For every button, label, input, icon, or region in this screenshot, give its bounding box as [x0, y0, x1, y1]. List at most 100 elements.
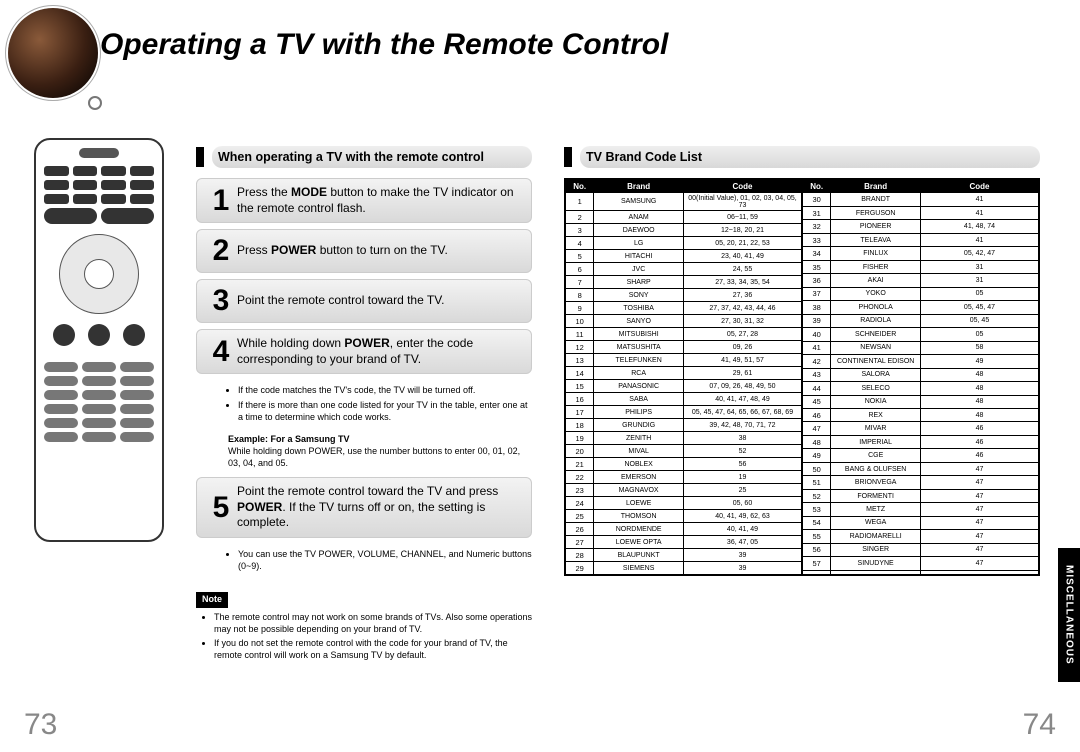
decorative-sphere — [8, 8, 98, 98]
table-row: 47MIVAR46 — [803, 422, 1039, 435]
table-row: 56SINGER47 — [803, 543, 1039, 556]
table-row: 27LOEWE OPTA36, 47, 05 — [566, 536, 802, 549]
table-row: 55RADIOMARELLI47 — [803, 530, 1039, 543]
table-row: 42CONTINENTAL EDISON49 — [803, 355, 1039, 368]
note-label: Note — [196, 592, 228, 608]
step-text: Press the MODE button to make the TV ind… — [237, 185, 523, 216]
table-row: 17PHILIPS05, 45, 47, 64, 65, 66, 67, 68,… — [566, 406, 802, 419]
table-row — [803, 570, 1039, 574]
step-number: 2 — [205, 236, 237, 266]
table-row: 15PANASONIC07, 09, 26, 48, 49, 50 — [566, 380, 802, 393]
note-item: The remote control may not work on some … — [214, 612, 532, 635]
table-row: 13TELEFUNKEN41, 49, 51, 57 — [566, 354, 802, 367]
table-row: 2ANAM06~11, 59 — [566, 211, 802, 224]
table-row: 14RCA29, 61 — [566, 367, 802, 380]
table-row: 7SHARP27, 33, 34, 35, 54 — [566, 276, 802, 289]
table-row: 4LG05, 20, 21, 22, 53 — [566, 237, 802, 250]
table-row: 8SONY27, 36 — [566, 289, 802, 302]
table-row: 11MITSUBISHI05, 27, 28 — [566, 328, 802, 341]
table-row: 25THOMSON40, 41, 49, 62, 63 — [566, 510, 802, 523]
col-header: No. — [566, 180, 594, 193]
page-title: Operating a TV with the Remote Control — [100, 28, 668, 62]
table-row: 10SANYO27, 30, 31, 32 — [566, 315, 802, 328]
step-3: 3Point the remote control toward the TV. — [196, 279, 532, 323]
table-row: 18GRUNDIG39, 42, 48, 70, 71, 72 — [566, 419, 802, 432]
table-row: 1SAMSUNG00(Initial Value), 01, 02, 03, 0… — [566, 193, 802, 211]
table-row: 33TELEAVA41 — [803, 233, 1039, 246]
table-row: 48IMPERIAL46 — [803, 435, 1039, 448]
table-row: 57SINUDYNE47 — [803, 557, 1039, 570]
table-row: 50BANG & OLUFSEN47 — [803, 462, 1039, 475]
right-header-text: TV Brand Code List — [580, 146, 1040, 168]
note-item: If you do not set the remote control wit… — [214, 638, 532, 661]
code-table: No.BrandCode1SAMSUNG00(Initial Value), 0… — [564, 178, 1040, 576]
remote-illustration — [34, 138, 164, 542]
col-header: Brand — [594, 180, 684, 193]
col-header: No. — [803, 180, 831, 193]
table-row: 5HITACHI23, 40, 41, 49 — [566, 250, 802, 263]
table-row: 52FORMENTI47 — [803, 489, 1039, 502]
table-row: 35FISHER31 — [803, 260, 1039, 273]
col-header: Brand — [831, 180, 921, 193]
table-row: 26NORDMENDE40, 41, 49 — [566, 523, 802, 536]
step-text: Point the remote control toward the TV. — [237, 293, 523, 309]
table-row: 45NOKIA48 — [803, 395, 1039, 408]
table-row: 32PIONEER41, 48, 74 — [803, 220, 1039, 233]
note-block: Note The remote control may not work on … — [196, 592, 532, 661]
table-row: 29SIEMENS39 — [566, 562, 802, 575]
table-row: 39RADIOLA05, 45 — [803, 314, 1039, 327]
step-5: 5Point the remote control toward the TV … — [196, 477, 532, 538]
table-row: 53METZ47 — [803, 503, 1039, 516]
table-row: 16SABA40, 41, 47, 48, 49 — [566, 393, 802, 406]
table-row: 40SCHNEIDER05 — [803, 328, 1039, 341]
table-row: 38PHONOLA05, 45, 47 — [803, 301, 1039, 314]
table-row: 43SALORA48 — [803, 368, 1039, 381]
table-row: 23MAGNAVOX25 — [566, 484, 802, 497]
col-header: Code — [683, 180, 801, 193]
table-row: 6JVC24, 55 — [566, 263, 802, 276]
step5-bullets: You can use the TV POWER, VOLUME, CHANNE… — [196, 544, 532, 582]
table-row: 37YOKO05 — [803, 287, 1039, 300]
side-tab: MISCELLANEOUS — [1058, 548, 1080, 682]
table-row: 30BRANDT41 — [803, 193, 1039, 206]
left-header-text: When operating a TV with the remote cont… — [212, 146, 532, 168]
step-text: Point the remote control toward the TV a… — [237, 484, 523, 531]
table-row: 36AKAI31 — [803, 274, 1039, 287]
step4-bullets: If the code matches the TV's code, the T… — [196, 380, 532, 432]
table-row: 34FINLUX05, 42, 47 — [803, 247, 1039, 260]
step-number: 1 — [205, 186, 237, 216]
step-number: 5 — [205, 493, 237, 523]
table-row: 54WEGA47 — [803, 516, 1039, 529]
table-row: 31FERGUSON41 — [803, 206, 1039, 219]
col-header: Code — [920, 180, 1038, 193]
table-row: 22EMERSON19 — [566, 471, 802, 484]
table-row: 41NEWSAN58 — [803, 341, 1039, 354]
page-number-left: 73 — [24, 708, 57, 742]
table-row: 12MATSUSHITA09, 26 — [566, 341, 802, 354]
page-number-right: 74 — [1023, 708, 1056, 742]
table-row: 49CGE46 — [803, 449, 1039, 462]
step-1: 1Press the MODE button to make the TV in… — [196, 178, 532, 223]
step-2: 2Press POWER button to turn on the TV. — [196, 229, 532, 273]
table-row: 9TOSHIBA27, 37, 42, 43, 44, 46 — [566, 302, 802, 315]
step-4: 4While holding down POWER, enter the cod… — [196, 329, 532, 374]
example-block: Example: For a Samsung TVWhile holding d… — [196, 433, 532, 477]
table-row: 51BRIONVEGA47 — [803, 476, 1039, 489]
table-row: 21NOBLEX56 — [566, 458, 802, 471]
table-row: 19ZENITH38 — [566, 432, 802, 445]
step-number: 3 — [205, 286, 237, 316]
table-row: 3DAEWOO12~18, 20, 21 — [566, 224, 802, 237]
right-column: TV Brand Code List No.BrandCode1SAMSUNG0… — [564, 146, 1040, 576]
decorative-ring — [88, 96, 102, 110]
left-column: When operating a TV with the remote cont… — [196, 146, 532, 665]
left-header: When operating a TV with the remote cont… — [196, 146, 532, 168]
step-text: While holding down POWER, enter the code… — [237, 336, 523, 367]
table-row: 24LOEWE05, 60 — [566, 497, 802, 510]
table-row: 20MIVAL52 — [566, 445, 802, 458]
table-row: 44SELECO48 — [803, 382, 1039, 395]
table-row: 28BLAUPUNKT39 — [566, 549, 802, 562]
step-text: Press POWER button to turn on the TV. — [237, 243, 523, 259]
right-header: TV Brand Code List — [564, 146, 1040, 168]
step-number: 4 — [205, 337, 237, 367]
table-row: 46REX48 — [803, 408, 1039, 421]
